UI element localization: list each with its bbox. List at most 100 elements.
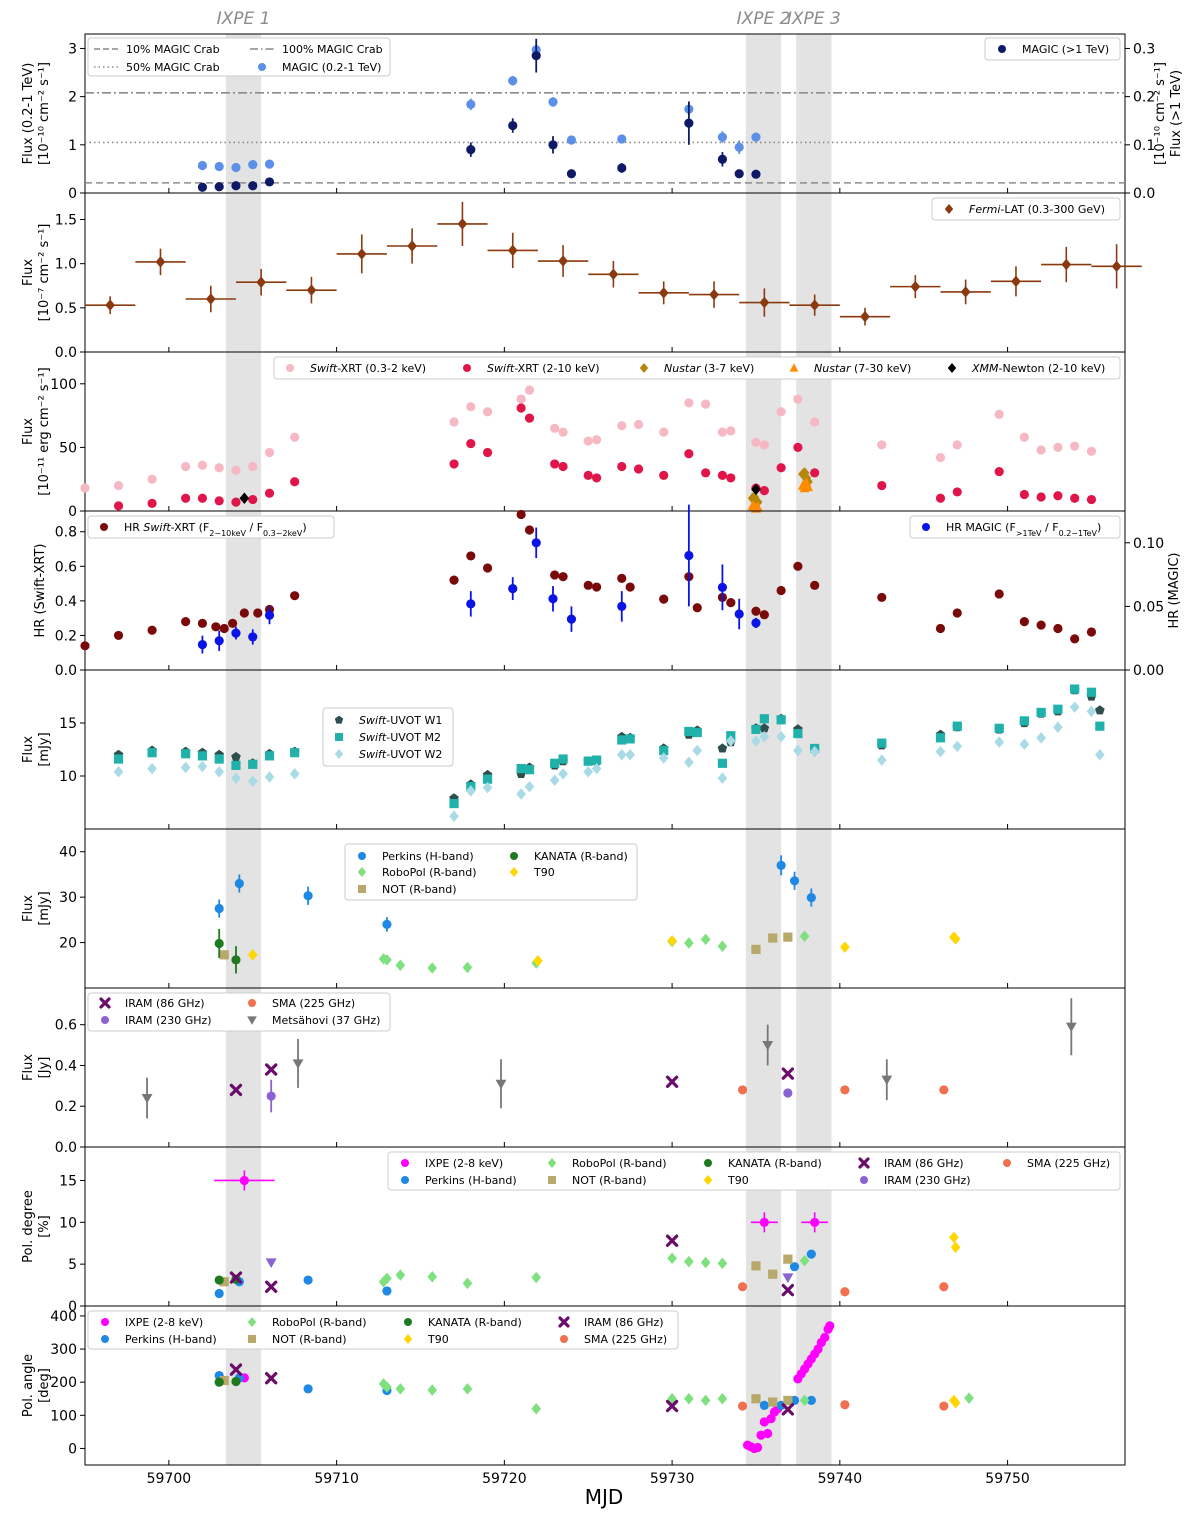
data-point bbox=[550, 758, 560, 768]
legend-label-part: SMA (225 GHz) bbox=[272, 997, 355, 1010]
data-point bbox=[783, 932, 793, 942]
data-point bbox=[734, 142, 744, 152]
data-point bbox=[214, 766, 225, 778]
legend-t90: T90 bbox=[509, 866, 555, 879]
legend-marker bbox=[101, 1016, 109, 1024]
legend-marker bbox=[463, 364, 471, 372]
data-point bbox=[566, 169, 577, 179]
data-point bbox=[1053, 623, 1063, 634]
data-point bbox=[508, 76, 518, 86]
data-point bbox=[709, 288, 719, 301]
y-tick-label: 40 bbox=[59, 845, 77, 861]
data-point bbox=[214, 903, 224, 914]
data-point bbox=[211, 622, 221, 632]
data-point bbox=[751, 483, 761, 496]
data-point bbox=[684, 726, 694, 737]
data-point bbox=[802, 481, 814, 491]
data-point bbox=[840, 1400, 850, 1410]
legend-marker bbox=[99, 997, 111, 1009]
data-point bbox=[583, 580, 593, 590]
y-axis-label: Flux [10⁻⁷ cm⁻² s⁻¹] bbox=[21, 224, 52, 322]
legend-label-part: T90 bbox=[427, 1333, 449, 1346]
legend-label: Swift-UVOT W1 bbox=[359, 714, 442, 727]
data-point bbox=[253, 608, 263, 618]
legend-label-part: IRAM (230 GHz) bbox=[125, 1014, 212, 1027]
data-point bbox=[684, 550, 694, 561]
legend-label: KANATA (R-band) bbox=[534, 850, 628, 863]
data-point bbox=[141, 1094, 153, 1104]
data-point bbox=[810, 417, 820, 427]
data-point bbox=[531, 1271, 542, 1284]
data-point bbox=[566, 614, 577, 624]
legend-label: 100% MAGIC Crab bbox=[282, 43, 383, 56]
data-point bbox=[725, 735, 736, 747]
y-tick-label: 3 bbox=[68, 41, 77, 57]
data-point bbox=[950, 933, 961, 945]
data-point bbox=[264, 177, 275, 187]
data-point bbox=[449, 575, 459, 585]
legend-label-part: Swift bbox=[487, 362, 515, 375]
data-point bbox=[692, 603, 702, 613]
series bbox=[747, 477, 814, 513]
data-point bbox=[759, 714, 769, 724]
data-point bbox=[877, 480, 887, 491]
data-point bbox=[449, 417, 459, 427]
data-point bbox=[1095, 705, 1105, 715]
data-point bbox=[1036, 707, 1046, 717]
y-tick-label: 0.2 bbox=[55, 1099, 77, 1115]
legend-label-part: IRAM (86 GHz) bbox=[884, 1157, 964, 1170]
series bbox=[85, 201, 1142, 326]
data-point bbox=[759, 440, 769, 450]
data-point bbox=[751, 944, 761, 954]
data-point bbox=[395, 1269, 406, 1281]
legend-label-part: IXPE (2-8 keV) bbox=[125, 1316, 203, 1329]
data-point bbox=[793, 394, 803, 404]
data-point bbox=[751, 724, 761, 734]
data-point bbox=[658, 287, 669, 299]
y-axis-label-line: [deg] bbox=[37, 1368, 52, 1403]
data-point bbox=[214, 938, 224, 949]
legend-ixpe: IXPE (2-8 keV) bbox=[401, 1157, 503, 1170]
legend-not: NOT (R-band) bbox=[358, 883, 457, 896]
data-point bbox=[248, 632, 258, 642]
legend-label-part: Swift bbox=[359, 714, 387, 727]
data-point bbox=[449, 810, 459, 823]
data-point bbox=[583, 436, 593, 446]
x-tick-label: 59720 bbox=[482, 1471, 527, 1487]
data-point bbox=[752, 501, 763, 512]
y-axis-label-line: [%] bbox=[37, 1215, 52, 1238]
data-point bbox=[809, 745, 820, 758]
data-point bbox=[608, 268, 619, 281]
legend-label-part: HR bbox=[124, 521, 143, 534]
legend-label: MAGIC (0.2-1 TeV) bbox=[282, 61, 381, 74]
legend-marker bbox=[403, 1334, 413, 1344]
data-point bbox=[768, 1397, 778, 1407]
data-point bbox=[994, 723, 1004, 733]
data-point bbox=[753, 1442, 763, 1453]
data-point bbox=[1019, 738, 1030, 750]
legend-label: IXPE (2-8 keV) bbox=[125, 1316, 203, 1329]
legend: Swift-XRT (0.3-2 keV) Swift-XRT (2-10 keV… bbox=[273, 356, 1121, 380]
data-point bbox=[810, 580, 820, 590]
data-point bbox=[214, 1377, 224, 1387]
legend-label: SMA (225 GHz) bbox=[584, 1333, 667, 1346]
data-point bbox=[558, 461, 568, 472]
legend-label-part: Fermi bbox=[969, 203, 1000, 216]
legend-marker bbox=[703, 1175, 713, 1185]
legend-marker bbox=[947, 363, 957, 373]
legend-box bbox=[87, 37, 391, 77]
y-axis-label-line: [Jy] bbox=[37, 1057, 52, 1079]
data-point bbox=[466, 402, 476, 412]
legend-label-part: -LAT (0.3-300 GeV) bbox=[1000, 203, 1105, 216]
legend-marker bbox=[639, 363, 649, 373]
legend-magic-low: MAGIC (0.2-1 TeV) bbox=[258, 61, 381, 74]
data-point bbox=[147, 748, 157, 758]
data-point bbox=[1053, 704, 1063, 714]
data-point bbox=[840, 941, 850, 953]
data-point bbox=[197, 182, 208, 192]
data-point bbox=[667, 1252, 677, 1265]
data-point bbox=[684, 1255, 694, 1268]
data-point bbox=[665, 1399, 679, 1413]
legend-kanata: KANATA (R-band) bbox=[704, 1157, 822, 1170]
data-point bbox=[776, 715, 786, 725]
